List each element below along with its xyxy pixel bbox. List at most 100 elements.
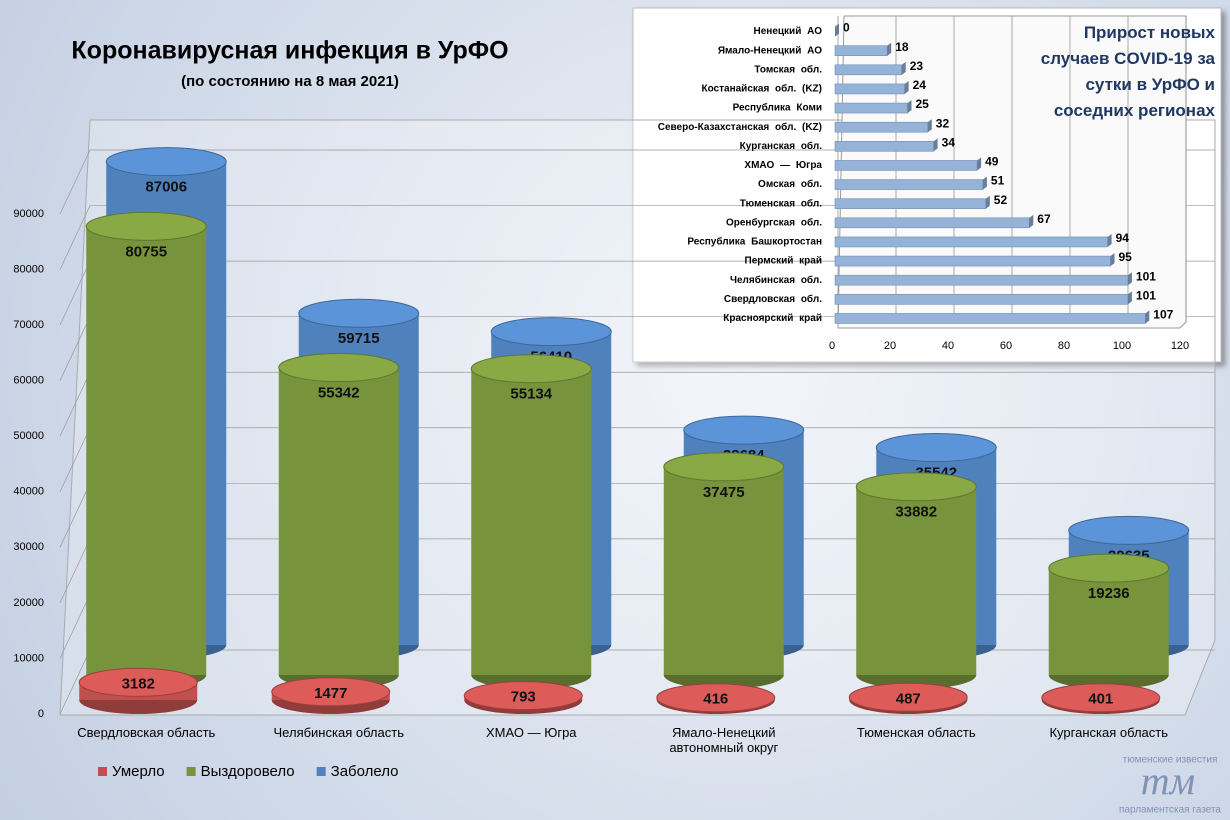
- bar-end: [835, 23, 839, 37]
- bar: [834, 138, 938, 152]
- bar-body: [834, 198, 987, 209]
- y-tick-label: Томская обл.: [754, 63, 822, 75]
- value-label: 33882: [895, 504, 937, 521]
- cylinder: [1048, 553, 1170, 689]
- bar-body: [834, 255, 1111, 267]
- bar: [834, 233, 1112, 248]
- cylinder-top: [271, 677, 391, 707]
- grid-line: [59, 205, 91, 270]
- value-label: 107: [1153, 308, 1173, 322]
- cylinder: [848, 682, 968, 714]
- value-label: 52: [994, 193, 1008, 207]
- bar-end: [1029, 214, 1034, 228]
- value-label: 25: [916, 97, 930, 111]
- bar: [834, 214, 1034, 229]
- y-tick-label: Ненецкий АО: [754, 26, 823, 37]
- legend-swatch: [316, 767, 326, 776]
- cylinder: [85, 211, 207, 689]
- x-tick-label: Челябинская область: [273, 725, 404, 740]
- grid-line: [59, 316, 91, 381]
- cylinder: [78, 667, 198, 714]
- cylinder-top: [463, 681, 583, 711]
- x-tick-label: Курганская область: [1049, 725, 1168, 740]
- y-tick-label: 70000: [13, 319, 44, 331]
- x-tick-label: 60: [1000, 340, 1012, 352]
- bar-body: [834, 64, 902, 76]
- value-label: 1477: [314, 685, 347, 702]
- y-tick-label: Северо-Казахстанская обл. (KZ): [658, 121, 822, 133]
- x-tick-label: 20: [884, 340, 896, 352]
- cylinder: [463, 681, 583, 714]
- bar: [834, 272, 1132, 286]
- bar-end: [985, 195, 990, 209]
- value-label: 3182: [122, 675, 155, 692]
- cylinder: [278, 353, 400, 689]
- x-tick-label: ХМАО — Югра: [485, 725, 577, 740]
- legend-swatch: [98, 767, 107, 776]
- bar-body: [834, 83, 905, 95]
- cylinder: [656, 683, 776, 714]
- bar: [834, 42, 892, 56]
- y-tick-label: Курганская обл.: [740, 140, 823, 152]
- bar-end: [1107, 233, 1112, 247]
- bar-end: [977, 157, 982, 171]
- cylinder-body: [471, 368, 592, 675]
- x-tick-label: Свердловская область: [77, 725, 216, 740]
- chart-title: Коронавирусная инфекция в УрФО: [71, 37, 508, 65]
- cylinder-top: [855, 472, 977, 502]
- value-label: 67: [1037, 212, 1051, 226]
- grid-line: [59, 538, 91, 604]
- x-tick-label: 120: [1171, 340, 1189, 352]
- bar: [834, 253, 1115, 267]
- bar-body: [834, 313, 1146, 324]
- cylinder-top: [490, 317, 612, 347]
- bar-end: [907, 100, 912, 114]
- x-tick-label: 0: [829, 340, 835, 352]
- y-tick-label: 60000: [13, 375, 44, 387]
- cylinder-top: [85, 211, 207, 241]
- cylinder-top: [848, 682, 968, 712]
- bar-end: [1145, 310, 1150, 324]
- y-tick-label: 50000: [13, 430, 44, 442]
- value-label: 94: [1116, 231, 1130, 245]
- value-label: 32: [936, 116, 950, 130]
- value-label: 101: [1136, 288, 1156, 302]
- bar: [834, 100, 912, 114]
- value-label: 416: [703, 691, 728, 708]
- value-label: 95: [1119, 250, 1133, 264]
- chart-subtitle: (по состоянию на 8 мая 2021): [181, 73, 399, 90]
- x-tick-label: 100: [1113, 340, 1131, 352]
- y-tick-label: 0: [38, 708, 44, 720]
- y-tick-label: Пермский край: [745, 256, 822, 267]
- cylinder-body: [856, 486, 977, 675]
- y-tick-label: Республика Коми: [733, 102, 822, 114]
- value-label: 59715: [338, 330, 380, 347]
- bar: [835, 23, 839, 37]
- grid-line: [59, 149, 91, 215]
- bar-end: [901, 61, 906, 75]
- bar-body: [834, 217, 1030, 229]
- value-label: 401: [1088, 691, 1113, 708]
- cylinder: [271, 677, 391, 714]
- value-label: 49: [985, 155, 999, 169]
- cylinder-body: [1048, 568, 1169, 675]
- grid-line: [59, 260, 91, 326]
- y-tick-label: Костанайская обл. (KZ): [701, 83, 822, 95]
- bar: [834, 176, 987, 190]
- x-tick-label: 80: [1058, 340, 1070, 352]
- value-label: 80755: [125, 243, 167, 260]
- cylinder: [1041, 683, 1161, 714]
- grid-line: [59, 372, 91, 437]
- y-tick-label: Республика Башкортостан: [687, 236, 822, 248]
- bar-body: [834, 160, 978, 171]
- bar-body: [834, 274, 1129, 286]
- y-tick-label: 30000: [13, 541, 44, 553]
- y-tick-label: Тюменская обл.: [740, 197, 823, 209]
- bar: [834, 310, 1150, 324]
- value-label: 51: [991, 174, 1005, 188]
- bar-end: [904, 80, 909, 94]
- watermark-logo: тм: [1141, 758, 1195, 803]
- bar: [834, 80, 909, 95]
- bar-body: [834, 236, 1108, 248]
- x-tick-label: Ямало-Ненецкий автономный округ: [669, 725, 779, 755]
